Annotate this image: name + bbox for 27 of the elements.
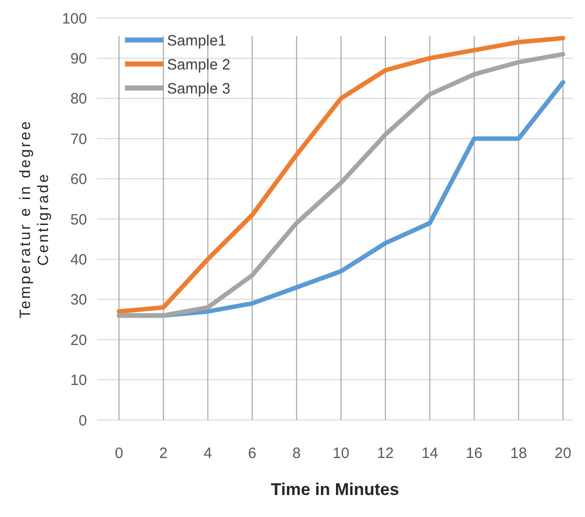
y-tick-label: 20 (70, 332, 87, 349)
x-tick-label: 2 (159, 445, 168, 462)
x-tick-label: 10 (332, 445, 350, 462)
y-tick-label: 30 (70, 292, 87, 309)
y-axis-title: Temperatur e in degree Centigrade (17, 119, 52, 319)
legend-label: Sample 3 (167, 80, 230, 98)
x-tick-label: 0 (114, 445, 124, 462)
x-tick-label: 8 (292, 445, 301, 462)
y-tick-label: 100 (62, 10, 87, 28)
x-tick-label: 12 (377, 445, 394, 462)
x-tick-label: 20 (554, 445, 572, 462)
y-tick-label: 80 (70, 90, 87, 108)
y-tick-label: 90 (70, 50, 87, 68)
y-tick-label: 10 (70, 372, 87, 390)
y-tick-label: 70 (70, 130, 87, 148)
y-tick-label: 0 (78, 412, 87, 430)
y-tick-label: 40 (70, 251, 87, 268)
x-tick-label: 4 (204, 445, 212, 462)
x-tick-label: 14 (421, 445, 438, 462)
legend-label: Sample 2 (167, 56, 230, 74)
x-tick-label: 6 (248, 445, 256, 462)
x-axis-title: Time in Minutes (270, 480, 400, 499)
x-tick-label: 18 (510, 445, 527, 462)
y-tick-label: 60 (70, 171, 87, 188)
y-tick-label: 50 (70, 211, 87, 228)
x-tick-label: 16 (466, 445, 483, 462)
legend-label: Sample1 (167, 32, 226, 50)
